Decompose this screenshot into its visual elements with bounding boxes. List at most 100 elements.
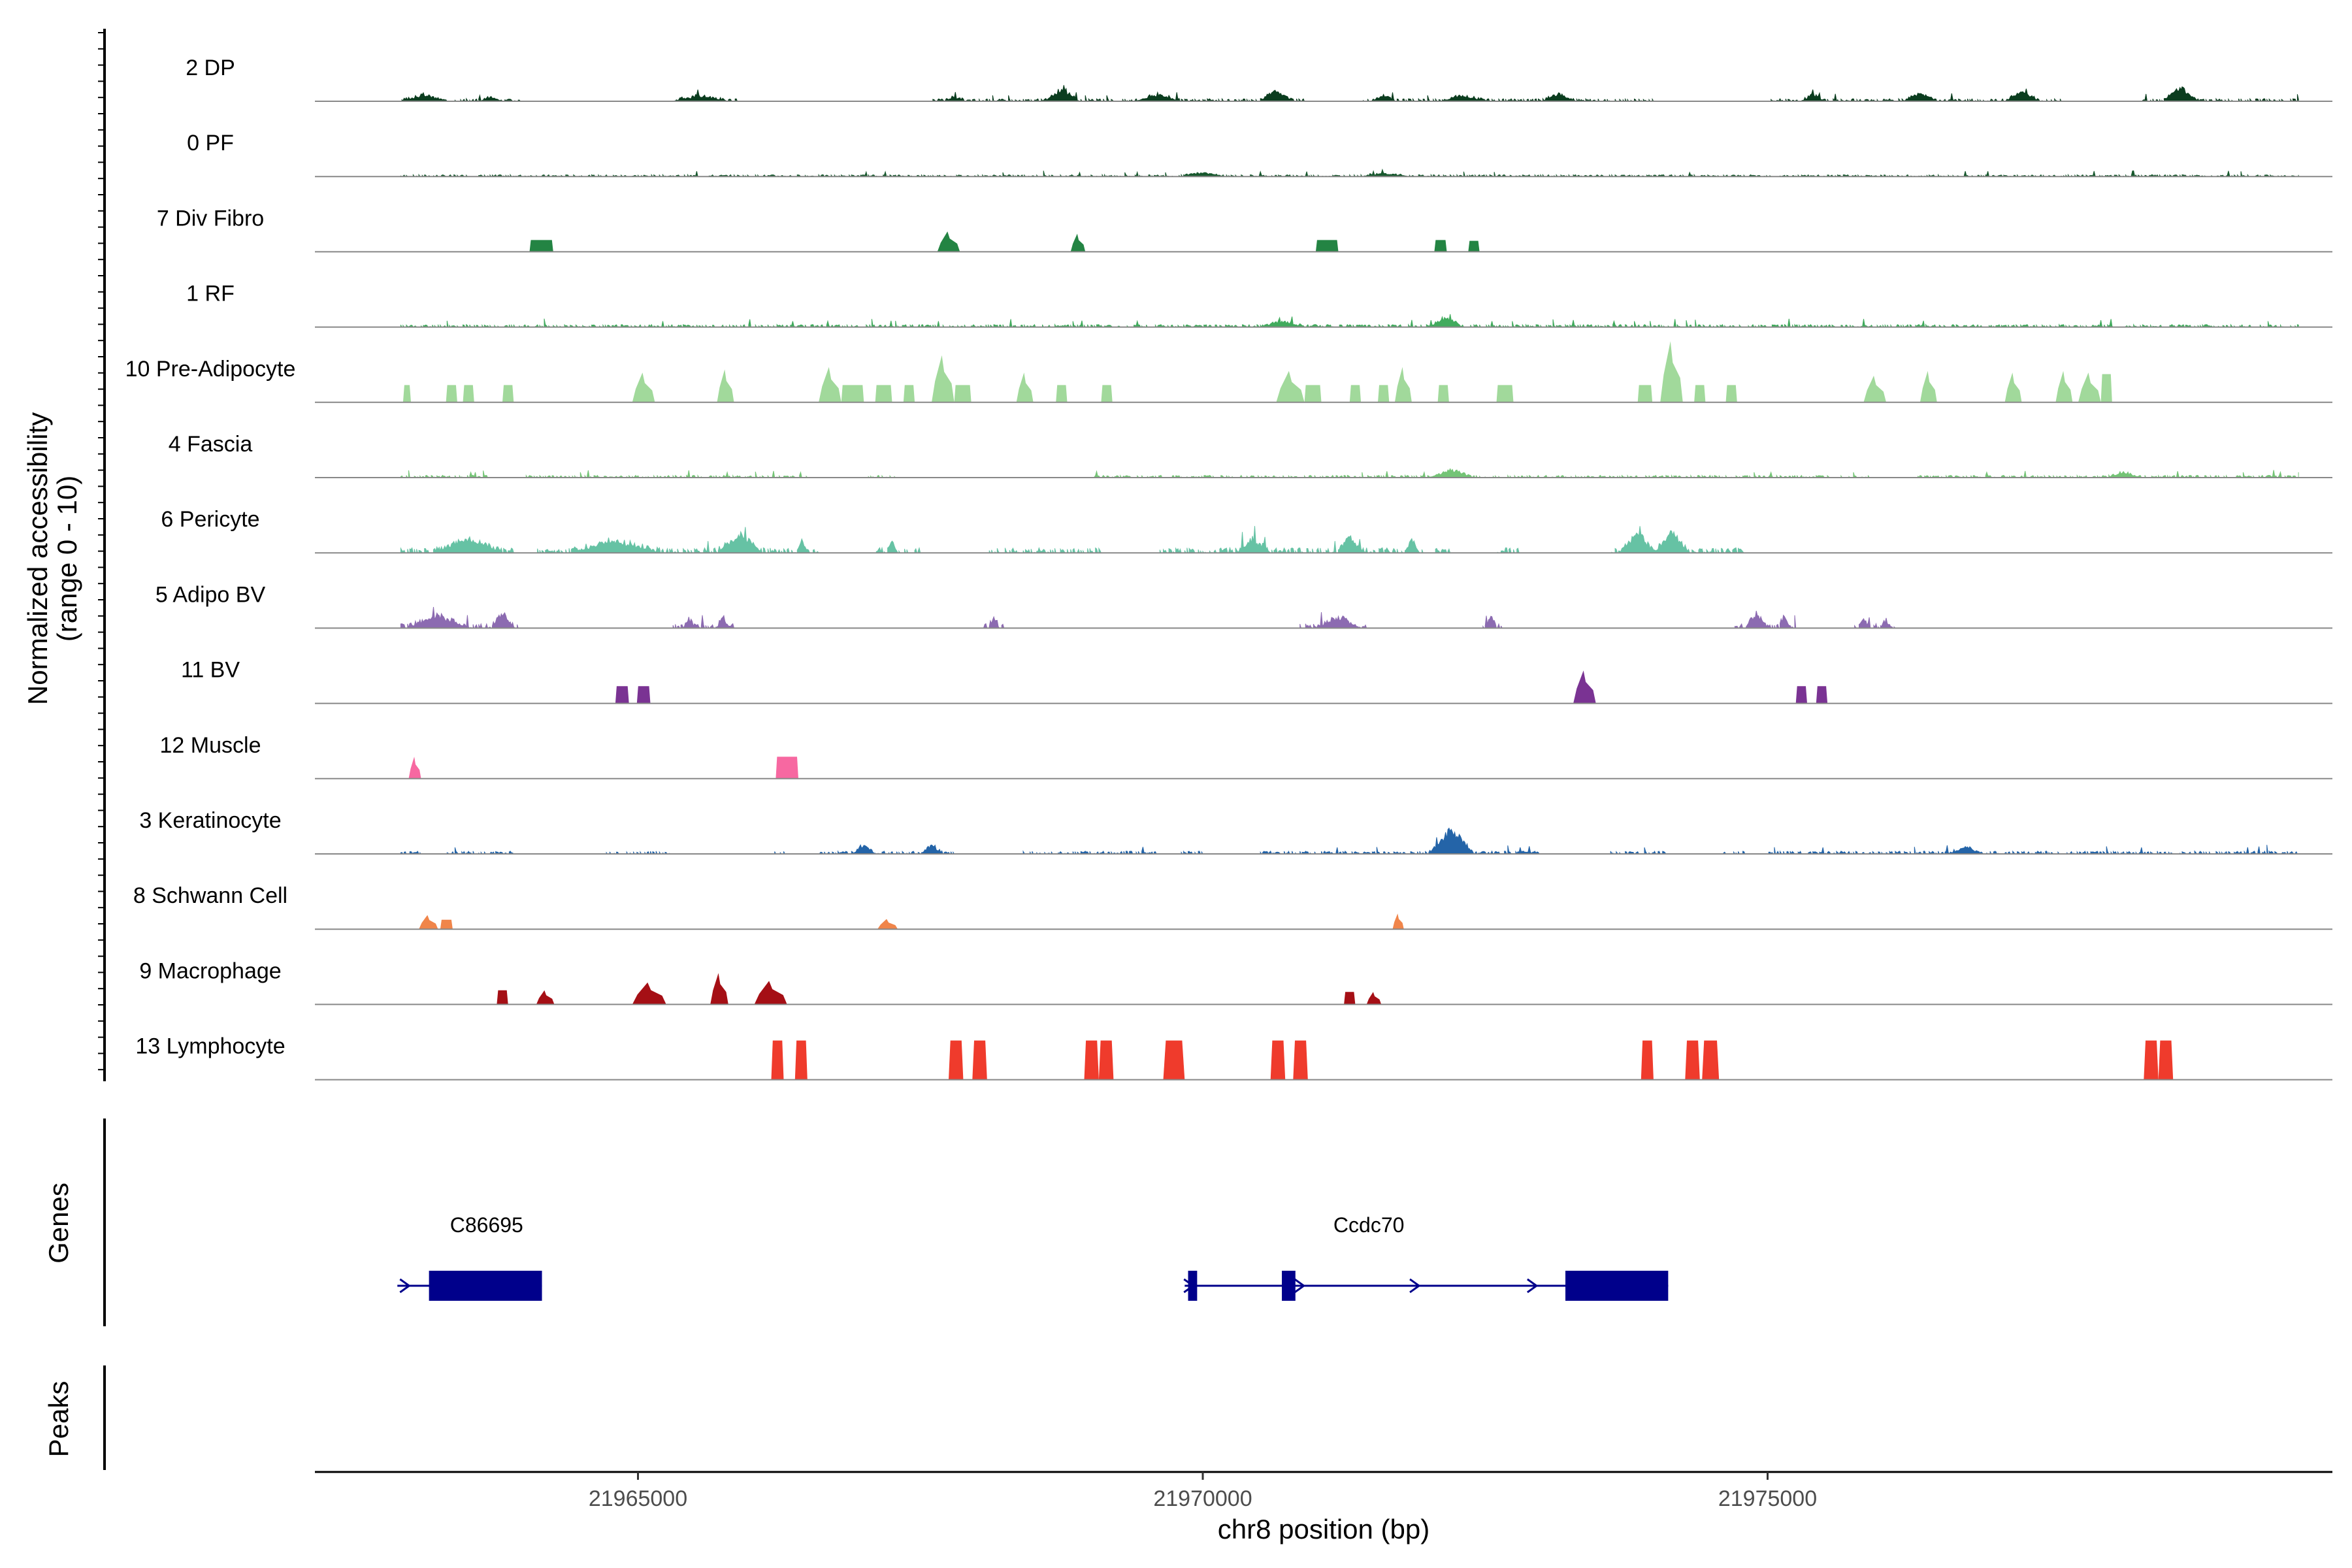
gene-label: C86695: [450, 1213, 523, 1237]
accessibility-peak: [903, 385, 915, 402]
accessibility-peak: [1084, 1040, 1099, 1080]
accessibility-peak: [1702, 1040, 1720, 1080]
gene-exon: [1565, 1271, 1669, 1301]
accessibility-peak: [632, 372, 655, 402]
accessibility-peak: [2055, 370, 2073, 402]
gene-annotations: C86695 Ccdc70: [397, 1213, 1669, 1301]
coverage-area: [400, 169, 2299, 177]
accessibility-peak: [1378, 385, 1390, 402]
track-6-pericyte: 6 Pericyte: [161, 507, 2332, 554]
accessibility-peak: [536, 990, 555, 1005]
accessibility-peak: [1394, 367, 1412, 402]
track-5-adipo-bv: 5 Adipo BV: [155, 582, 2332, 629]
strand-arrow-icon: [1183, 1278, 1195, 1294]
track-1-rf: 1 RF: [186, 282, 2332, 328]
accessibility-peak: [875, 385, 892, 402]
track-label: 0 PF: [187, 131, 234, 155]
strand-arrow-icon: [399, 1278, 411, 1294]
accessibility-peak: [1685, 1040, 1700, 1080]
accessibility-peak: [419, 915, 438, 930]
track-label: 13 Lymphocyte: [135, 1034, 285, 1059]
track-13-lymphocyte: 13 Lymphocyte: [135, 1034, 2332, 1081]
accessibility-peak: [529, 240, 553, 252]
x-tick-label: 21975000: [1718, 1486, 1817, 1511]
x-tick-label: 21970000: [1153, 1486, 1252, 1511]
y-axis-title-line-1: Normalized accessibility: [22, 412, 53, 705]
accessibility-peak: [1056, 385, 1068, 402]
accessibility-peak: [446, 385, 457, 402]
accessibility-peak: [1795, 686, 1807, 704]
accessibility-peak: [1496, 385, 1514, 402]
accessibility-peak: [1725, 385, 1737, 402]
coverage-area: [400, 607, 1897, 629]
accessibility-peak: [877, 919, 898, 930]
coverage-area: [400, 314, 2299, 328]
x-axis: 21965000 21970000 21975000: [589, 1472, 1817, 1511]
coverage-area: [400, 827, 2299, 855]
gene-label: Ccdc70: [1333, 1213, 1405, 1237]
track-label: 1 RF: [186, 282, 235, 306]
coverage-area: [401, 85, 2299, 102]
accessibility-peak: [1637, 385, 1653, 402]
accessibility-peak: [1437, 385, 1449, 402]
accessibility-peak: [1349, 385, 1362, 402]
accessibility-peak: [1366, 992, 1382, 1005]
strand-arrow-icon: [1526, 1278, 1539, 1294]
accessibility-peak: [937, 231, 960, 252]
accessibility-peak: [1304, 385, 1322, 402]
x-axis-title: chr8 position (bp): [1218, 1514, 1430, 1544]
y-axis: [98, 29, 106, 1081]
accessibility-peak: [2004, 372, 2022, 402]
track-label: 5 Adipo BV: [155, 582, 266, 607]
accessibility-peak: [463, 385, 474, 402]
accessibility-peak: [1344, 992, 1356, 1005]
accessibility-peak: [636, 686, 651, 704]
track-12-muscle: 12 Muscle: [160, 733, 2332, 779]
coverage-area: [400, 526, 1745, 553]
gene-exon: [1282, 1271, 1296, 1301]
accessibility-peak: [1315, 240, 1339, 252]
track-9-macrophage: 9 Macrophage: [139, 958, 2332, 1005]
peaks-track-title: Peaks: [43, 1381, 74, 1458]
accessibility-peak: [615, 686, 629, 704]
accessibility-peak: [408, 757, 421, 779]
track-label: 10 Pre-Adipocyte: [125, 357, 296, 382]
track-label: 7 Div Fibro: [157, 206, 264, 231]
gene-ccdc70: Ccdc70: [1183, 1213, 1669, 1301]
accessibility-peak: [972, 1040, 987, 1080]
gene-c86695: C86695: [397, 1213, 542, 1301]
accessibility-peak: [502, 385, 514, 402]
coverage-tracks: 2 DP 0 PF 7 Div Fibro 1 RF 10 Pre-Adipocyte 4…: [125, 56, 2332, 1081]
accessibility-peak: [794, 1040, 808, 1080]
accessibility-peak: [717, 369, 734, 402]
track-2-dp: 2 DP: [186, 56, 2332, 102]
accessibility-peak: [1276, 370, 1305, 402]
accessibility-peak: [1694, 385, 1706, 402]
accessibility-peak: [1919, 370, 1937, 402]
strand-arrow-icon: [1409, 1278, 1421, 1294]
track-label: 6 Pericyte: [161, 507, 259, 532]
accessibility-peak: [1101, 385, 1113, 402]
accessibility-peak: [1573, 670, 1596, 704]
track-11-bv: 11 BV: [181, 658, 2332, 704]
accessibility-peak: [1163, 1040, 1185, 1080]
track-label: 11 BV: [181, 658, 240, 683]
accessibility-peak: [1641, 1040, 1654, 1080]
y-axis-title-line-2: (range 0 - 10): [52, 476, 82, 642]
accessibility-peak: [949, 1040, 964, 1080]
accessibility-peak: [632, 982, 666, 1005]
track-label: 2 DP: [186, 56, 235, 80]
accessibility-peak: [841, 385, 864, 402]
genes-track-title: Genes: [43, 1183, 74, 1264]
accessibility-peak: [1434, 240, 1447, 252]
track-3-keratinocyte: 3 Keratinocyte: [139, 808, 2332, 855]
track-label: 12 Muscle: [160, 733, 261, 758]
coverage-area: [400, 468, 2299, 478]
accessibility-peak: [754, 981, 787, 1005]
accessibility-peak: [1016, 372, 1034, 402]
accessibility-peak: [1098, 1040, 1114, 1080]
accessibility-peak: [1270, 1040, 1286, 1080]
accessibility-peak: [1293, 1040, 1308, 1080]
accessibility-peak: [1816, 686, 1828, 704]
